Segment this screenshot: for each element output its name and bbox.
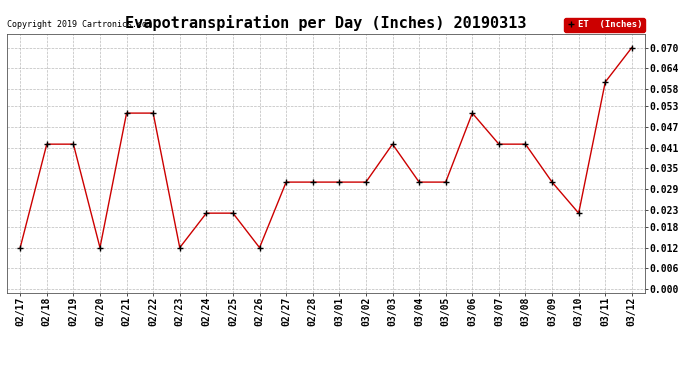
ET  (Inches) [43, 142, 51, 146]
Text: Copyright 2019 Cartronics.com: Copyright 2019 Cartronics.com [7, 20, 152, 28]
ET  (Inches) [522, 142, 530, 146]
Legend: ET  (Inches): ET (Inches) [564, 18, 645, 32]
ET  (Inches) [548, 180, 556, 184]
ET  (Inches) [69, 142, 77, 146]
Line: ET  (Inches): ET (Inches) [17, 44, 635, 251]
ET  (Inches) [96, 245, 104, 250]
ET  (Inches) [122, 111, 130, 116]
ET  (Inches) [628, 45, 636, 50]
ET  (Inches) [308, 180, 317, 184]
ET  (Inches) [575, 211, 583, 215]
ET  (Inches) [362, 180, 370, 184]
ET  (Inches) [335, 180, 344, 184]
ET  (Inches) [495, 142, 503, 146]
ET  (Inches) [255, 245, 264, 250]
ET  (Inches) [442, 180, 450, 184]
ET  (Inches) [176, 245, 184, 250]
ET  (Inches) [468, 111, 476, 116]
ET  (Inches) [202, 211, 210, 215]
ET  (Inches) [388, 142, 397, 146]
ET  (Inches) [229, 211, 237, 215]
Title: Evapotranspiration per Day (Inches) 20190313: Evapotranspiration per Day (Inches) 2019… [126, 15, 526, 31]
ET  (Inches) [282, 180, 290, 184]
ET  (Inches) [601, 80, 609, 84]
ET  (Inches) [149, 111, 157, 116]
ET  (Inches) [16, 245, 24, 250]
ET  (Inches) [415, 180, 423, 184]
